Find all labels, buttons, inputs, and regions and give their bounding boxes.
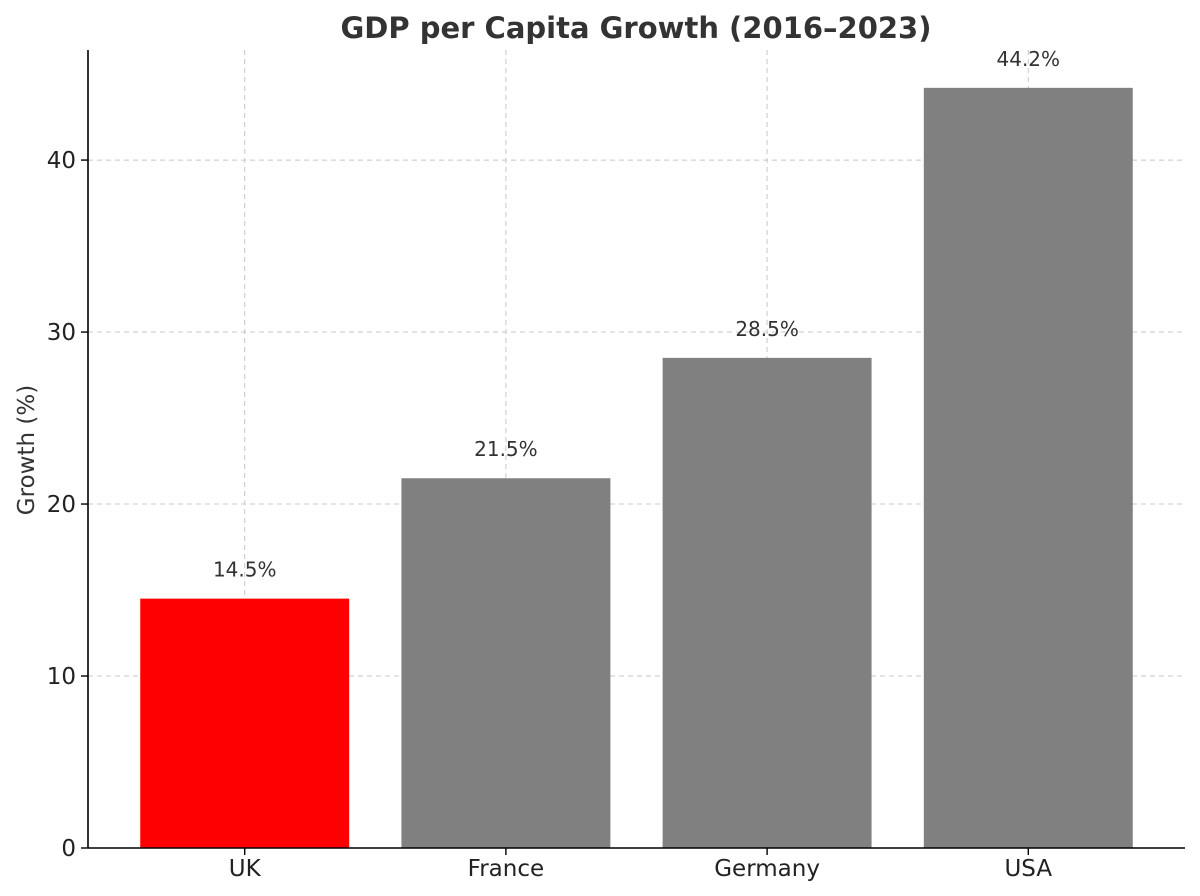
data-label-uk: 14.5% (213, 558, 277, 582)
data-label-layer: 14.5% 21.5% 28.5% 44.2% (213, 47, 1060, 582)
x-tick-label-germany: Germany (714, 856, 820, 882)
data-label-usa: 44.2% (997, 47, 1061, 71)
bar-usa (923, 87, 1133, 849)
bar-layer (140, 87, 1133, 849)
y-tick-label: 0 (61, 836, 76, 862)
chart-title: GDP per Capita Growth (2016–2023) (341, 11, 932, 45)
x-tick-label-usa: USA (1004, 856, 1052, 882)
x-tick-label-france: France (468, 856, 544, 882)
y-tick-label: 20 (47, 492, 76, 518)
bar-uk (140, 598, 350, 848)
x-tick-label-uk: UK (229, 856, 262, 882)
bar-france (401, 478, 611, 848)
y-tick-label: 40 (47, 148, 76, 174)
bar-germany (662, 357, 872, 848)
y-tick-label: 10 (47, 664, 76, 690)
y-tick-label: 30 (47, 320, 76, 346)
data-label-france: 21.5% (474, 437, 538, 461)
axis-layer: 0 10 20 30 40 UK France Germany USA (47, 50, 1185, 882)
y-axis-label: Growth (%) (14, 385, 40, 515)
data-label-germany: 28.5% (735, 317, 799, 341)
